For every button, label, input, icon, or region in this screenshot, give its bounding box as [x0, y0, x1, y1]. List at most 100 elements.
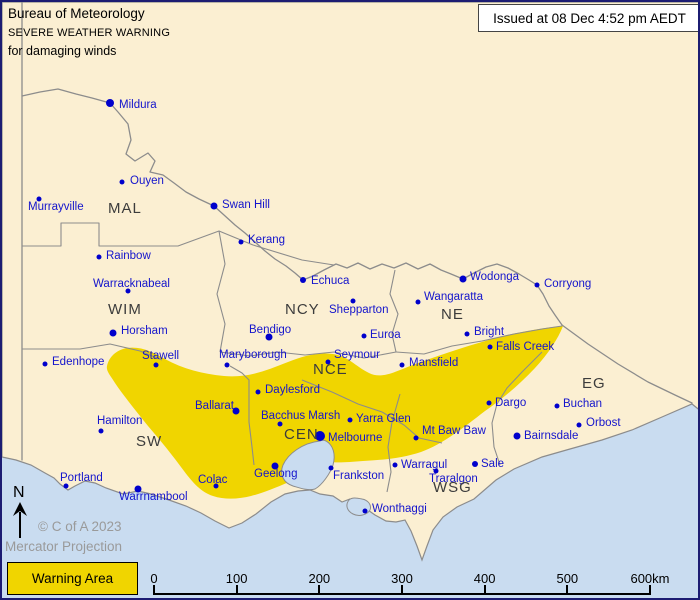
town-label: Mansfield	[409, 357, 458, 369]
district-boundary	[219, 351, 397, 359]
port-phillip-bay	[281, 439, 335, 491]
town-label: Rainbow	[106, 250, 151, 262]
scale-bar-tick-label: 200	[308, 571, 331, 586]
town-label: Daylesford	[265, 384, 320, 396]
scale-bar-tick	[401, 585, 403, 595]
town-marker	[464, 331, 470, 337]
town-marker	[63, 483, 69, 489]
town-label: Dargo	[495, 397, 526, 409]
town-marker	[350, 298, 356, 304]
town-marker	[125, 288, 131, 294]
town-label: Yarra Glen	[356, 413, 411, 425]
scale-bar-tick-label: 600km	[630, 571, 670, 586]
scale-bar-tick-label: 300	[391, 571, 413, 586]
town-marker	[399, 362, 405, 368]
town-label: Wodonga	[470, 271, 520, 283]
page-title: Bureau of Meteorology	[8, 6, 145, 21]
town-label: Bairnsdale	[524, 430, 578, 442]
warning-for: for damaging winds	[8, 44, 117, 58]
town-marker	[300, 277, 306, 283]
district-boundary	[389, 269, 399, 353]
western-port-bay	[346, 497, 371, 516]
town-label: Mildura	[119, 99, 157, 111]
district-boundary	[386, 393, 401, 493]
town-label: Warragul	[401, 459, 447, 471]
town-label: Ballarat	[195, 400, 235, 412]
scale-bar-unit: km	[652, 571, 670, 586]
district-boundary	[395, 325, 563, 355]
town-marker	[106, 99, 114, 107]
town-marker	[271, 462, 279, 470]
town-marker	[98, 428, 104, 434]
town-label: Echuca	[311, 275, 350, 287]
scale-bar-tick-label: 0	[150, 571, 158, 586]
town-label: Sale	[481, 458, 504, 470]
town-label: Wonthaggi	[372, 503, 427, 515]
town-label: Swan Hill	[222, 199, 270, 211]
compass-n-label: N	[13, 484, 25, 501]
town-label: Murrayville	[28, 201, 84, 213]
district-boundary	[229, 365, 255, 466]
town-marker	[238, 239, 244, 245]
towns-layer: Mildura Ouyen Murrayville Swan Hill Rainbow K…	[28, 99, 621, 515]
town-marker	[265, 333, 273, 341]
town-marker	[277, 421, 283, 427]
town-marker	[153, 362, 159, 368]
town-label: Kerang	[248, 234, 285, 246]
district-boundary	[22, 343, 163, 361]
town-label: Euroa	[370, 329, 401, 341]
town-label: Edenhope	[52, 356, 104, 368]
district-label: NCY	[285, 301, 320, 318]
district-label: EG	[582, 375, 606, 392]
town-label: Hamilton	[97, 415, 142, 427]
town-label: Horsham	[121, 325, 168, 337]
town-marker	[109, 329, 117, 337]
town-label: Bacchus Marsh	[261, 410, 340, 422]
warning-area-polygon	[106, 326, 564, 499]
town-marker	[361, 333, 367, 339]
scale-bar-tick	[235, 585, 238, 595]
district-boundary	[22, 222, 335, 266]
district-boundary	[301, 379, 443, 444]
copyright-note: © C of A 2023	[38, 519, 122, 534]
town-label: Melbourne	[328, 432, 382, 444]
town-label: Colac	[198, 474, 228, 486]
town-label: Ouyen	[130, 175, 164, 187]
town-label: Corryong	[544, 278, 591, 290]
town-label: Bright	[474, 326, 505, 338]
district-boundary	[216, 230, 226, 353]
header: Bureau of Meteorology SEVERE WEATHER WAR…	[8, 6, 170, 58]
town-label: Mt Baw Baw	[422, 425, 487, 437]
town-label: Wangaratta	[424, 291, 484, 303]
town-marker	[119, 179, 125, 185]
town-marker	[328, 465, 334, 471]
issued-timestamp: Issued at 08 Dec 4:52 pm AEDT	[478, 4, 698, 32]
scale-bar-tick	[318, 585, 321, 595]
town-label: Shepparton	[329, 304, 388, 316]
district-label: NE	[441, 306, 464, 323]
town-label: Geelong	[254, 468, 297, 480]
scale-bar-tick	[483, 585, 486, 595]
scale-bar-tick-label: 100	[225, 571, 248, 586]
town-marker	[415, 299, 421, 305]
town-marker	[576, 422, 582, 428]
town-marker	[325, 359, 331, 365]
warning-type: SEVERE WEATHER WARNING	[8, 27, 171, 39]
district-label: NCE	[313, 361, 348, 378]
town-marker	[213, 483, 219, 489]
district-label: MAL	[108, 200, 142, 217]
town-marker	[392, 462, 398, 468]
town-label: Seymour	[334, 349, 380, 361]
town-marker	[255, 389, 261, 395]
town-marker	[554, 403, 560, 409]
town-marker	[433, 468, 439, 474]
district-label: CEN	[284, 426, 319, 443]
north-arrow-icon	[13, 502, 27, 538]
town-label: Traralgon	[429, 473, 478, 485]
town-marker	[362, 508, 368, 514]
town-label: Maryborough	[219, 349, 287, 361]
district-label: WSG	[433, 479, 472, 496]
town-marker	[459, 275, 467, 283]
town-marker	[472, 461, 478, 467]
nsw-border	[561, 324, 693, 404]
